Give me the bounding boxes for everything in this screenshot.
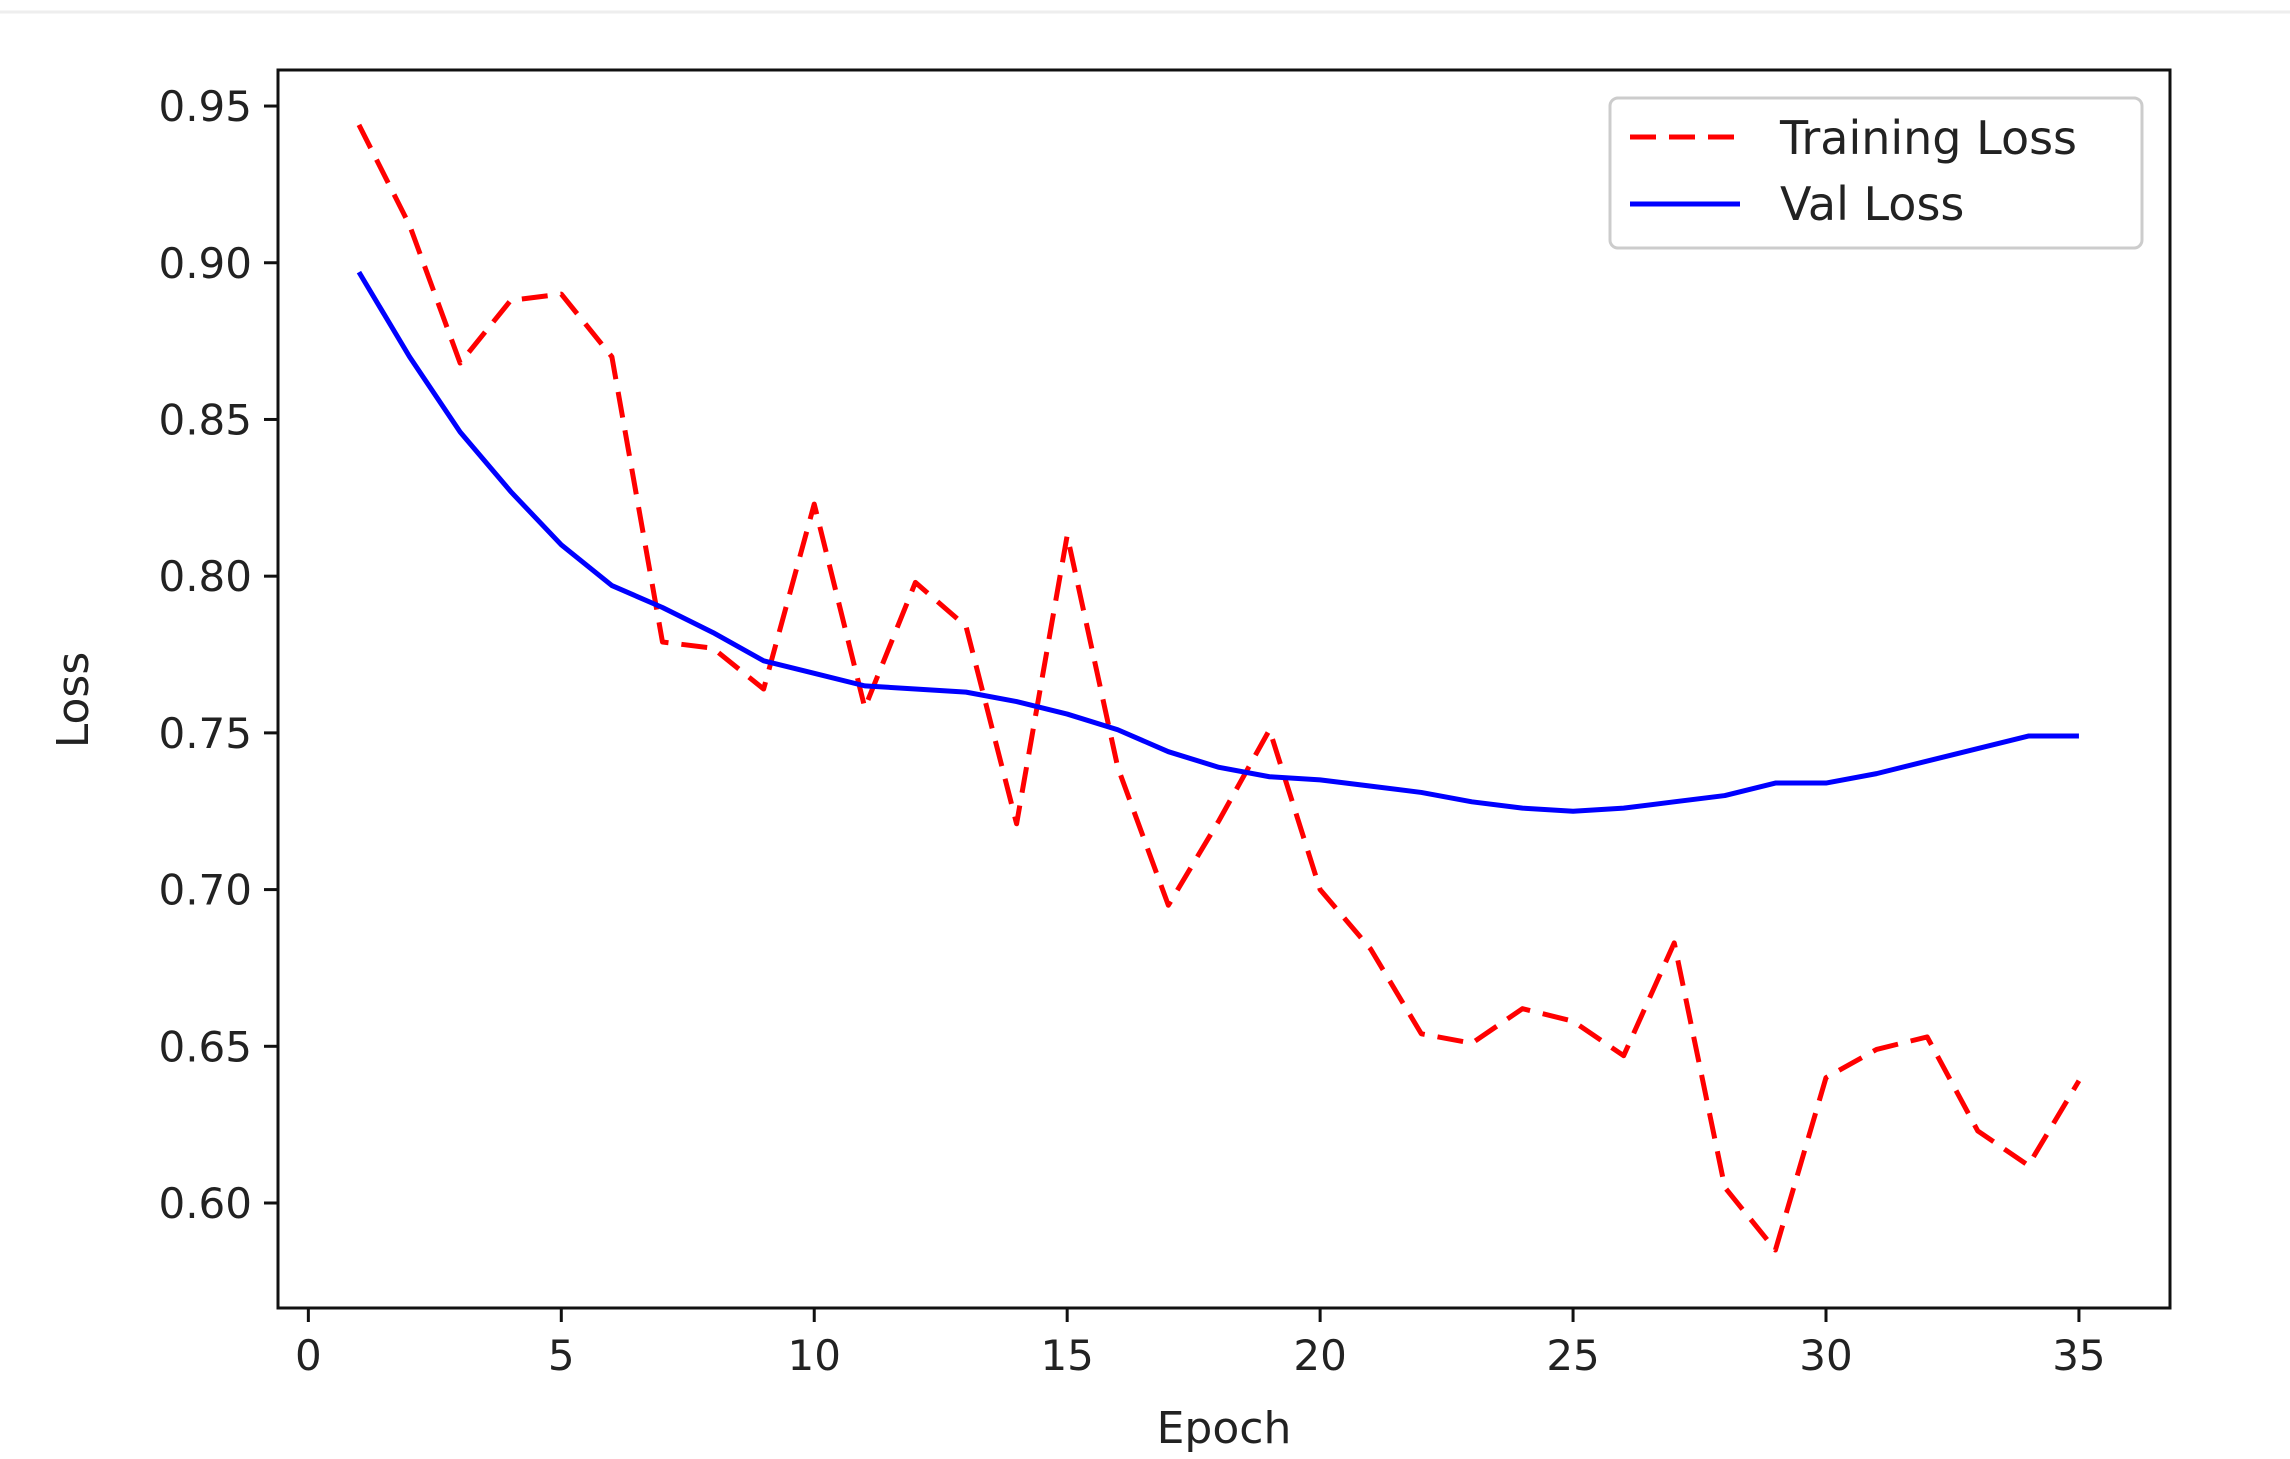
x-tick-label: 5 [548,1331,575,1380]
y-tick-label: 0.85 [158,395,252,444]
y-axis-ticks: 0.60 0.65 0.70 0.75 0.80 0.85 0.90 0.95 [158,82,278,1228]
series-line-val-loss [356,270,2079,814]
x-tick-label: 20 [1293,1331,1346,1380]
series-line-training-loss [356,123,2082,1253]
y-tick-label: 0.65 [158,1022,252,1071]
y-tick-label: 0.95 [158,82,252,131]
y-tick-label: 0.80 [158,552,252,601]
x-axis-ticks: 0 5 10 15 20 25 30 35 [295,1308,2106,1380]
x-tick-label: 35 [2052,1331,2105,1380]
series-layer [356,123,2082,1253]
plot-area-frame [276,68,2172,1310]
legend: Training Loss Val Loss [1608,96,2144,250]
x-tick-label: 10 [788,1331,841,1380]
x-axis-label: Epoch [1157,1403,1292,1454]
legend-box [1608,96,2144,250]
y-tick-label: 0.70 [158,866,252,915]
y-tick-label: 0.90 [158,239,252,288]
legend-label-training-loss: Training Loss [1779,111,2077,165]
legend-label-val-loss: Val Loss [1780,177,1964,231]
x-tick-label: 0 [295,1331,322,1380]
x-tick-label: 15 [1040,1331,1093,1380]
x-tick-label: 25 [1546,1331,1599,1380]
x-tick-label: 30 [1799,1331,1852,1380]
y-axis-label: Loss [48,652,99,749]
y-tick-label: 0.75 [158,709,252,758]
y-tick-label: 0.60 [158,1179,252,1228]
